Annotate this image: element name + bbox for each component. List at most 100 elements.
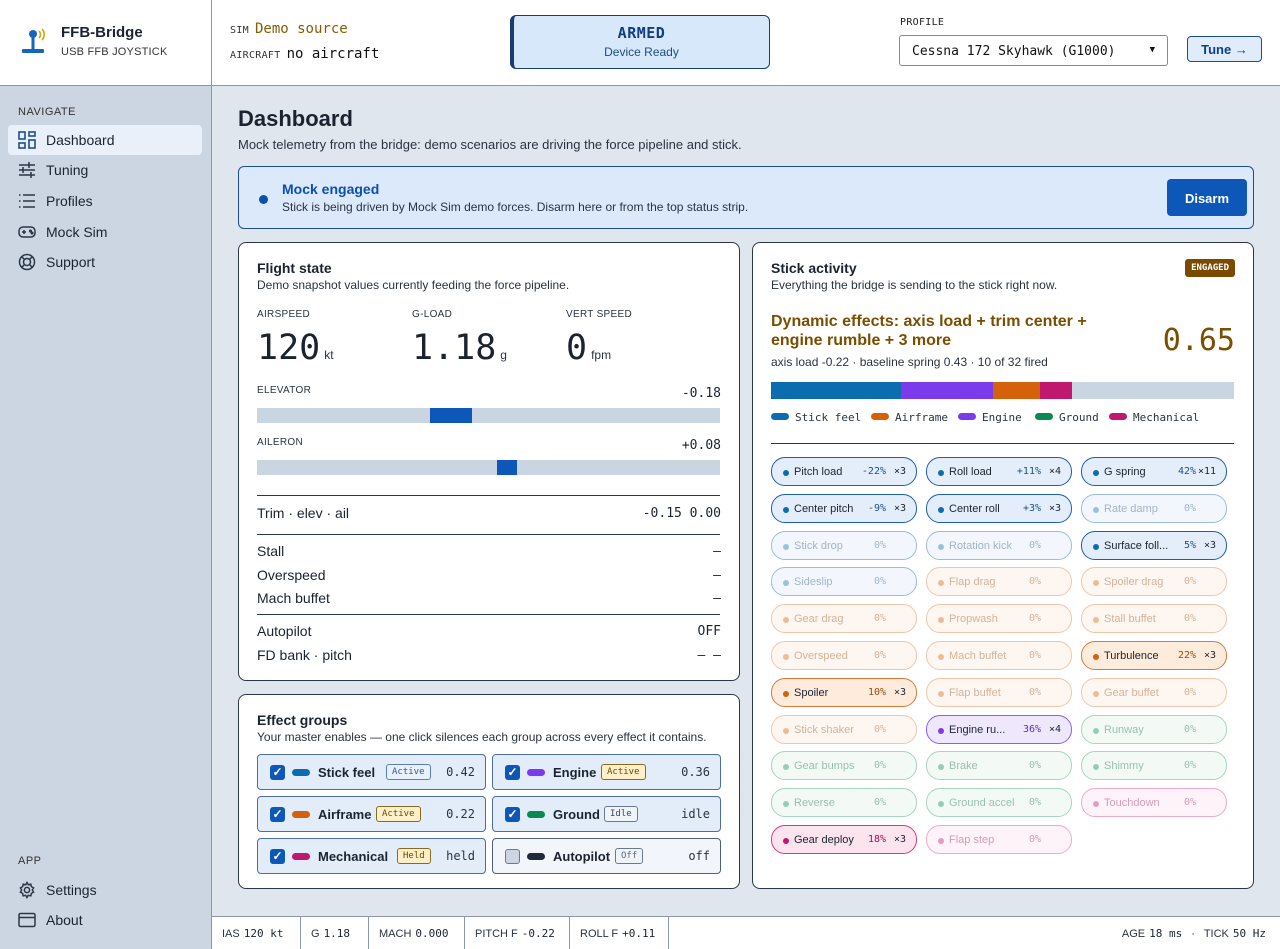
status-key: IAS: [222, 928, 240, 940]
checkbox[interactable]: ✓: [505, 765, 520, 780]
effect-chip[interactable]: Overspeed 0%: [771, 641, 917, 670]
page-title: Dashboard: [238, 106, 353, 131]
sidebar-item-settings[interactable]: Settings: [8, 875, 202, 905]
status-key: PITCH F: [475, 928, 518, 940]
profile-select[interactable]: Cessna 172 Skyhawk (G1000) ▼: [899, 35, 1168, 66]
effect-percent: 0%: [873, 539, 886, 551]
effect-chip[interactable]: Stick shaker 0%: [771, 714, 917, 744]
effect-chip[interactable]: Brake 0%: [926, 751, 1072, 781]
status-value: -0.22: [521, 927, 555, 940]
sidebar-item-profiles[interactable]: Profiles: [8, 186, 202, 216]
effect-chip[interactable]: Reverse 0%: [771, 788, 917, 818]
status-dot-icon: [938, 654, 944, 660]
effect-percent: +3%: [1022, 502, 1041, 514]
effect-chip[interactable]: Sideslip 0%: [771, 567, 917, 597]
effect-chip[interactable]: Runway 0%: [1081, 714, 1227, 744]
tune-button[interactable]: Tune →: [1187, 36, 1262, 62]
effect-chip[interactable]: Gear buffet 0%: [1081, 677, 1227, 707]
effect-percent: 0%: [1183, 723, 1196, 735]
grid-icon: [18, 131, 36, 149]
effect-chip[interactable]: Roll load +11% ×4: [926, 457, 1072, 486]
effect-chip[interactable]: Surface foll... 5% ×3: [1081, 530, 1227, 560]
effect-group-autopilot[interactable]: Autopilot Off off: [492, 838, 721, 874]
stick-activity-card: Stick activity Everything the bridge is …: [752, 242, 1254, 889]
effect-chip[interactable]: Gear deploy 18% ×3: [771, 825, 917, 854]
effect-chip[interactable]: Gear drag 0%: [771, 604, 917, 634]
effect-chip[interactable]: Rotation kick 0%: [926, 530, 1072, 560]
status-dot-icon: [1093, 470, 1099, 476]
effect-chip[interactable]: Propwash 0%: [926, 604, 1072, 634]
legend-item: Ground: [1035, 411, 1099, 424]
effect-group-airframe[interactable]: ✓ Airframe Active 0.22: [257, 796, 486, 832]
status-dot-icon: [783, 838, 789, 844]
card-subtitle: Everything the bridge is sending to the …: [771, 278, 1058, 292]
effect-chip[interactable]: Stall buffet 0%: [1081, 604, 1227, 634]
sidebar-item-label: Tuning: [46, 162, 89, 178]
effect-chip[interactable]: Ground accel 0%: [926, 788, 1072, 818]
sidebar-item-mock-sim[interactable]: Mock Sim: [8, 217, 202, 247]
sidebar-item-about[interactable]: About: [8, 905, 202, 935]
effect-chip[interactable]: Pitch load -22% ×3: [771, 457, 917, 486]
group-value: 0.36: [681, 765, 710, 779]
legend-label: Ground: [1059, 411, 1099, 424]
checkbox[interactable]: ✓: [505, 807, 520, 822]
tick-label: TICK: [1203, 928, 1229, 940]
effect-chip[interactable]: Spoiler drag 0%: [1081, 567, 1227, 597]
legend-swatch: [1109, 413, 1127, 420]
effect-group-stick-feel[interactable]: ✓ Stick feel Active 0.42: [257, 754, 486, 790]
sidebar: NAVIGATE Dashboard Tuning Profiles Mock …: [0, 86, 212, 949]
effect-chip[interactable]: Spoiler 10% ×3: [771, 677, 917, 707]
main-content: Dashboard Mock telemetry from the bridge…: [212, 86, 1280, 916]
effect-chip[interactable]: Center roll +3% ×3: [926, 493, 1072, 523]
legend-swatch: [958, 413, 976, 420]
status-value: 0.000: [415, 927, 449, 940]
effect-chip[interactable]: Engine ru... 36% ×4: [926, 714, 1072, 744]
effect-percent: 0%: [1028, 576, 1041, 588]
checkbox[interactable]: [505, 849, 520, 864]
metric-value: 120: [257, 328, 321, 368]
effect-chip[interactable]: Touchdown 0%: [1081, 788, 1227, 818]
disarm-button[interactable]: Disarm: [1167, 179, 1247, 216]
effect-chip[interactable]: Shimmy 0%: [1081, 751, 1227, 781]
effect-chip[interactable]: Gear bumps 0%: [771, 751, 917, 781]
effect-chip[interactable]: G spring 42% ×11: [1081, 457, 1227, 486]
effect-chip[interactable]: Rate damp 0%: [1081, 493, 1227, 523]
effect-chip[interactable]: Stick drop 0%: [771, 530, 917, 560]
status-value: 120 kt: [243, 927, 284, 940]
status-dot-icon: [259, 195, 268, 204]
checkbox[interactable]: ✓: [270, 807, 285, 822]
sidebar-item-label: Profiles: [46, 193, 93, 209]
effect-chip[interactable]: Flap step 0%: [926, 825, 1072, 854]
effect-name: Surface foll...: [1104, 539, 1169, 552]
effect-chip[interactable]: Turbulence 22% ×3: [1081, 641, 1227, 670]
effect-name: Center pitch: [794, 502, 854, 515]
aircraft: AIRCRAFT no aircraft: [230, 46, 379, 62]
effect-name: Engine ru...: [949, 723, 1006, 736]
sidebar-item-support[interactable]: Support: [8, 247, 202, 277]
checkbox[interactable]: ✓: [270, 849, 285, 864]
autopilot-value: OFF: [697, 624, 721, 639]
checkbox[interactable]: ✓: [270, 765, 285, 780]
armed-status-button[interactable]: ARMED Device Ready: [510, 15, 770, 69]
effect-group-mechanical[interactable]: ✓ Mechanical Held held: [257, 838, 486, 874]
sidebar-item-tuning[interactable]: Tuning: [8, 155, 202, 185]
effect-chip[interactable]: Center pitch -9% ×3: [771, 493, 917, 523]
sidebar-item-dashboard[interactable]: Dashboard: [8, 125, 202, 155]
trim-label: Trim · elev · ail: [257, 505, 350, 521]
effect-chip[interactable]: Flap drag 0%: [926, 567, 1072, 597]
effect-group-ground[interactable]: ✓ Ground Idle idle: [492, 796, 721, 832]
effect-group-engine[interactable]: ✓ Engine Active 0.36: [492, 754, 721, 790]
status-key: ROLL F: [580, 928, 619, 940]
effect-name: Center roll: [949, 502, 1000, 515]
effect-percent: 0%: [1183, 502, 1196, 514]
mock-engaged-banner: Mock engaged Stick is being driven by Mo…: [238, 166, 1254, 229]
sidebar-item-label: Dashboard: [46, 132, 115, 148]
effect-chip[interactable]: Flap buffet 0%: [926, 677, 1072, 707]
window-icon: [18, 912, 36, 928]
armed-title: ARMED: [617, 24, 666, 42]
armed-subtitle: Device Ready: [604, 45, 679, 59]
sidebar-item-label: Support: [46, 254, 96, 270]
effect-name: Spoiler: [794, 686, 829, 699]
effect-chip[interactable]: Mach buffet 0%: [926, 641, 1072, 670]
status-dot-icon: [783, 543, 789, 550]
